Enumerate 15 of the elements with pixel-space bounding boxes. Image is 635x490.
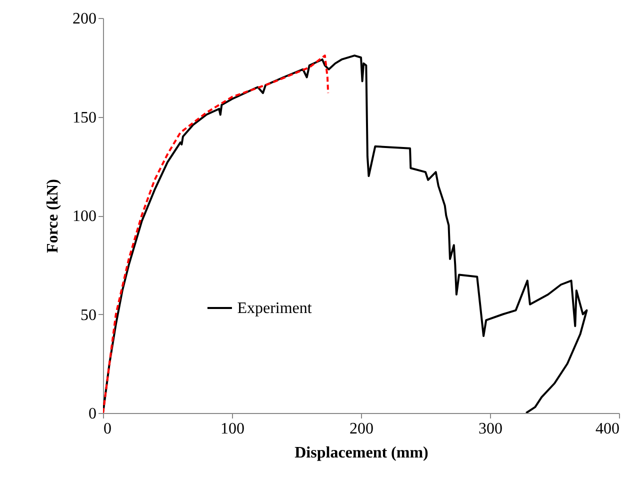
y-axis-title: Force (kN) bbox=[44, 179, 62, 253]
y-tick-label: 150 bbox=[72, 109, 96, 126]
y-tick-label: 100 bbox=[72, 208, 96, 225]
line-series bbox=[103, 54, 330, 413]
x-tick-label: 100 bbox=[220, 420, 244, 438]
y-tick-label: 200 bbox=[72, 10, 96, 28]
x-tick-label: 300 bbox=[478, 420, 502, 438]
legend-label: Experiment bbox=[237, 300, 312, 317]
x-tick-label: 400 bbox=[596, 420, 620, 438]
x-tick-label: 200 bbox=[350, 420, 374, 438]
y-tick-label: 0 bbox=[88, 406, 96, 422]
x-tick-label: 0 bbox=[104, 420, 112, 438]
y-tick-label: 50 bbox=[80, 306, 96, 324]
line-series bbox=[103, 54, 588, 413]
x-axis-title: Displacement (mm) bbox=[294, 444, 428, 462]
